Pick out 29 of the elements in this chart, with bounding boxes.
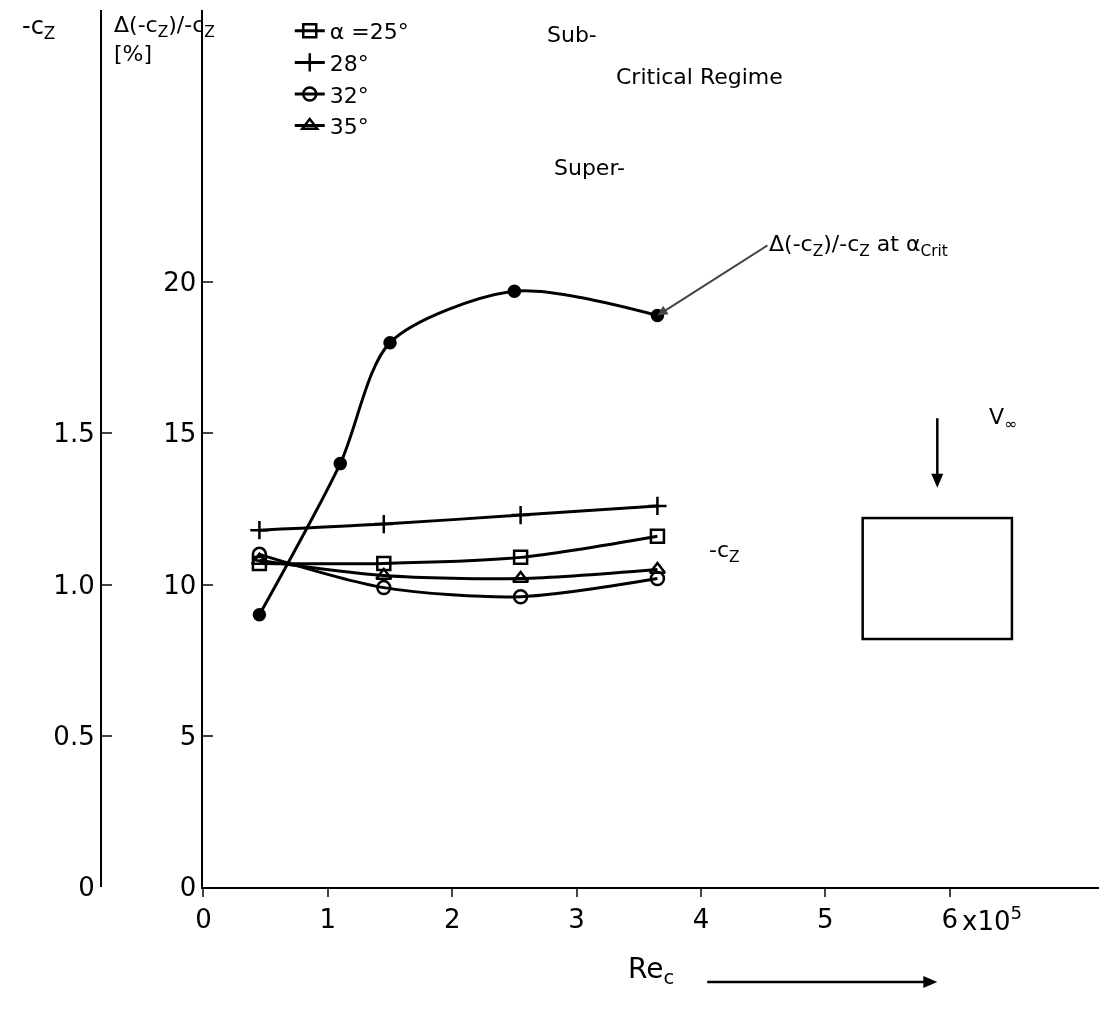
x-tick-label: 2 [443,904,461,935]
legend-label: 32° [329,82,369,108]
text: x10$^{5}$ [962,902,1023,936]
annotation: Critical Regime [616,64,783,89]
annotation: V$_{∞}$ [989,404,1017,433]
y-tick-label: 20 [163,267,197,298]
y-tick-label: 5 [179,720,197,751]
annotation: Δ(-c$_{Z}$)/-c$_{Z}$ at α$_{Crit}$ [769,231,948,260]
y-tick-label: 10 [163,569,197,600]
legend-label: 35° [329,114,369,140]
annotation: Sub- [547,22,597,47]
annotation: -c$_{Z}$ [709,537,740,566]
legend-label: α =25° [329,19,409,45]
y2-tick-label: 1.5 [53,418,95,449]
text: Δ(-c$_{Z}$)/-c$_{Z}$ [%] [114,12,215,66]
y-tick-label: 15 [163,418,197,449]
y2-tick-label: 0.5 [53,720,95,751]
x-tick-label: 5 [817,904,834,935]
y-tick-label: 0 [179,872,197,903]
x-axis-title: Re$_{c}$ [628,951,675,989]
y2-tick-label: 1.0 [53,569,95,600]
legend-label: 28° [329,50,369,76]
annotation: Super- [554,155,625,180]
x-tick-label: 3 [568,904,585,935]
y2-tick-label: 0 [78,872,95,903]
x-tick-label: 6 [941,904,959,935]
x-tick-label: 1 [319,904,337,935]
y2-axis-title: -c$_{Z}$ [22,12,56,44]
x-tick-label: 4 [692,904,710,935]
